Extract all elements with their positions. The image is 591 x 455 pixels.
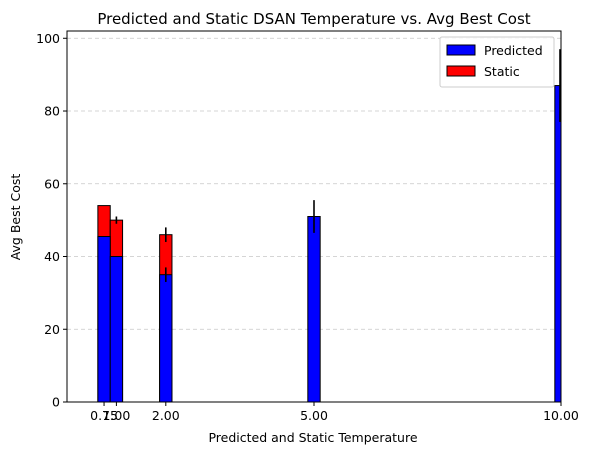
y-tick-label: 40 bbox=[44, 249, 60, 264]
y-axis-ticks: 0 20 40 60 80 100 bbox=[36, 31, 67, 410]
y-tick-label: 60 bbox=[44, 176, 60, 191]
legend-swatch-static bbox=[446, 65, 476, 77]
y-tick-label: 0 bbox=[52, 395, 60, 410]
bar-predicted bbox=[159, 274, 173, 403]
x-axis-label: Predicted and Static Temperature bbox=[208, 430, 417, 445]
bars bbox=[97, 85, 562, 403]
legend-label-static: Static bbox=[484, 64, 520, 79]
y-tick-label: 80 bbox=[44, 104, 60, 119]
legend-label-predicted: Predicted bbox=[484, 43, 543, 58]
x-tick-label: 1.00 bbox=[102, 408, 130, 423]
y-tick-label: 20 bbox=[44, 322, 60, 337]
bar-predicted bbox=[109, 256, 124, 403]
bar-predicted bbox=[97, 236, 111, 403]
y-axis-label: Avg Best Cost bbox=[8, 174, 23, 261]
bar-predicted bbox=[307, 216, 321, 403]
chart-title: Predicted and Static DSAN Temperature vs… bbox=[97, 10, 530, 28]
x-tick-label: 10.00 bbox=[543, 408, 579, 423]
legend-swatch-predicted bbox=[446, 44, 476, 56]
error-bars bbox=[115, 49, 561, 282]
bar-predicted bbox=[554, 85, 562, 403]
x-tick-label: 0.75 bbox=[90, 408, 118, 423]
x-tick-label: 2.00 bbox=[152, 408, 180, 423]
x-axis-ticks: 0.751.00 2.00 5.00 10.00 bbox=[90, 402, 579, 423]
x-tick-label: 5.00 bbox=[300, 408, 328, 423]
legend: Predicted Static bbox=[439, 36, 555, 88]
y-tick-label: 100 bbox=[36, 31, 60, 46]
